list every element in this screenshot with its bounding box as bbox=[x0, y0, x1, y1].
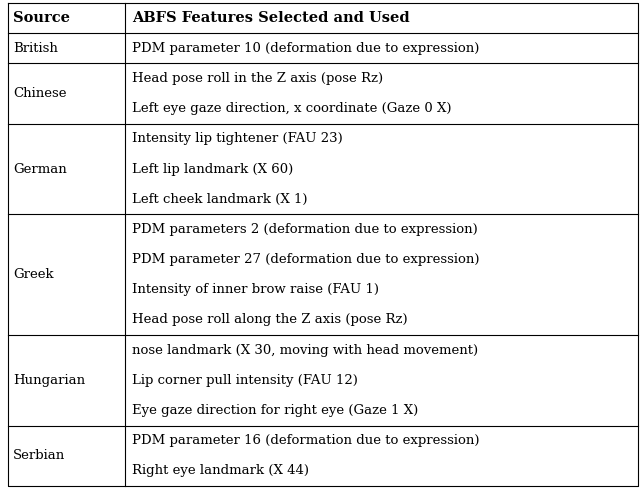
Text: PDM parameter 16 (deformation due to expression): PDM parameter 16 (deformation due to exp… bbox=[132, 434, 480, 447]
Text: British: British bbox=[13, 42, 58, 55]
Text: Eye gaze direction for right eye (Gaze 1 X): Eye gaze direction for right eye (Gaze 1… bbox=[132, 404, 419, 417]
Text: Greek: Greek bbox=[13, 268, 54, 281]
Text: German: German bbox=[13, 163, 67, 176]
Text: Source: Source bbox=[13, 11, 70, 25]
Text: ABFS Features Selected and Used: ABFS Features Selected and Used bbox=[132, 11, 410, 25]
Text: Left cheek landmark (X 1): Left cheek landmark (X 1) bbox=[132, 193, 308, 206]
Text: Intensity lip tightener (FAU 23): Intensity lip tightener (FAU 23) bbox=[132, 132, 343, 145]
Text: Hungarian: Hungarian bbox=[13, 374, 85, 387]
Text: Lip corner pull intensity (FAU 12): Lip corner pull intensity (FAU 12) bbox=[132, 374, 358, 387]
Text: PDM parameters 2 (deformation due to expression): PDM parameters 2 (deformation due to exp… bbox=[132, 223, 478, 236]
Text: PDM parameter 27 (deformation due to expression): PDM parameter 27 (deformation due to exp… bbox=[132, 253, 480, 266]
Text: Serbian: Serbian bbox=[13, 449, 65, 462]
Text: Left eye gaze direction, x coordinate (Gaze 0 X): Left eye gaze direction, x coordinate (G… bbox=[132, 102, 452, 115]
Text: Head pose roll along the Z axis (pose Rz): Head pose roll along the Z axis (pose Rz… bbox=[132, 313, 408, 326]
Text: Intensity of inner brow raise (FAU 1): Intensity of inner brow raise (FAU 1) bbox=[132, 283, 380, 296]
Text: nose landmark (X 30, moving with head movement): nose landmark (X 30, moving with head mo… bbox=[132, 344, 478, 357]
Text: Right eye landmark (X 44): Right eye landmark (X 44) bbox=[132, 465, 309, 477]
Text: Head pose roll in the Z axis (pose Rz): Head pose roll in the Z axis (pose Rz) bbox=[132, 72, 383, 85]
Text: PDM parameter 10 (deformation due to expression): PDM parameter 10 (deformation due to exp… bbox=[132, 42, 479, 55]
Text: Chinese: Chinese bbox=[13, 87, 67, 100]
Text: Left lip landmark (X 60): Left lip landmark (X 60) bbox=[132, 163, 294, 176]
